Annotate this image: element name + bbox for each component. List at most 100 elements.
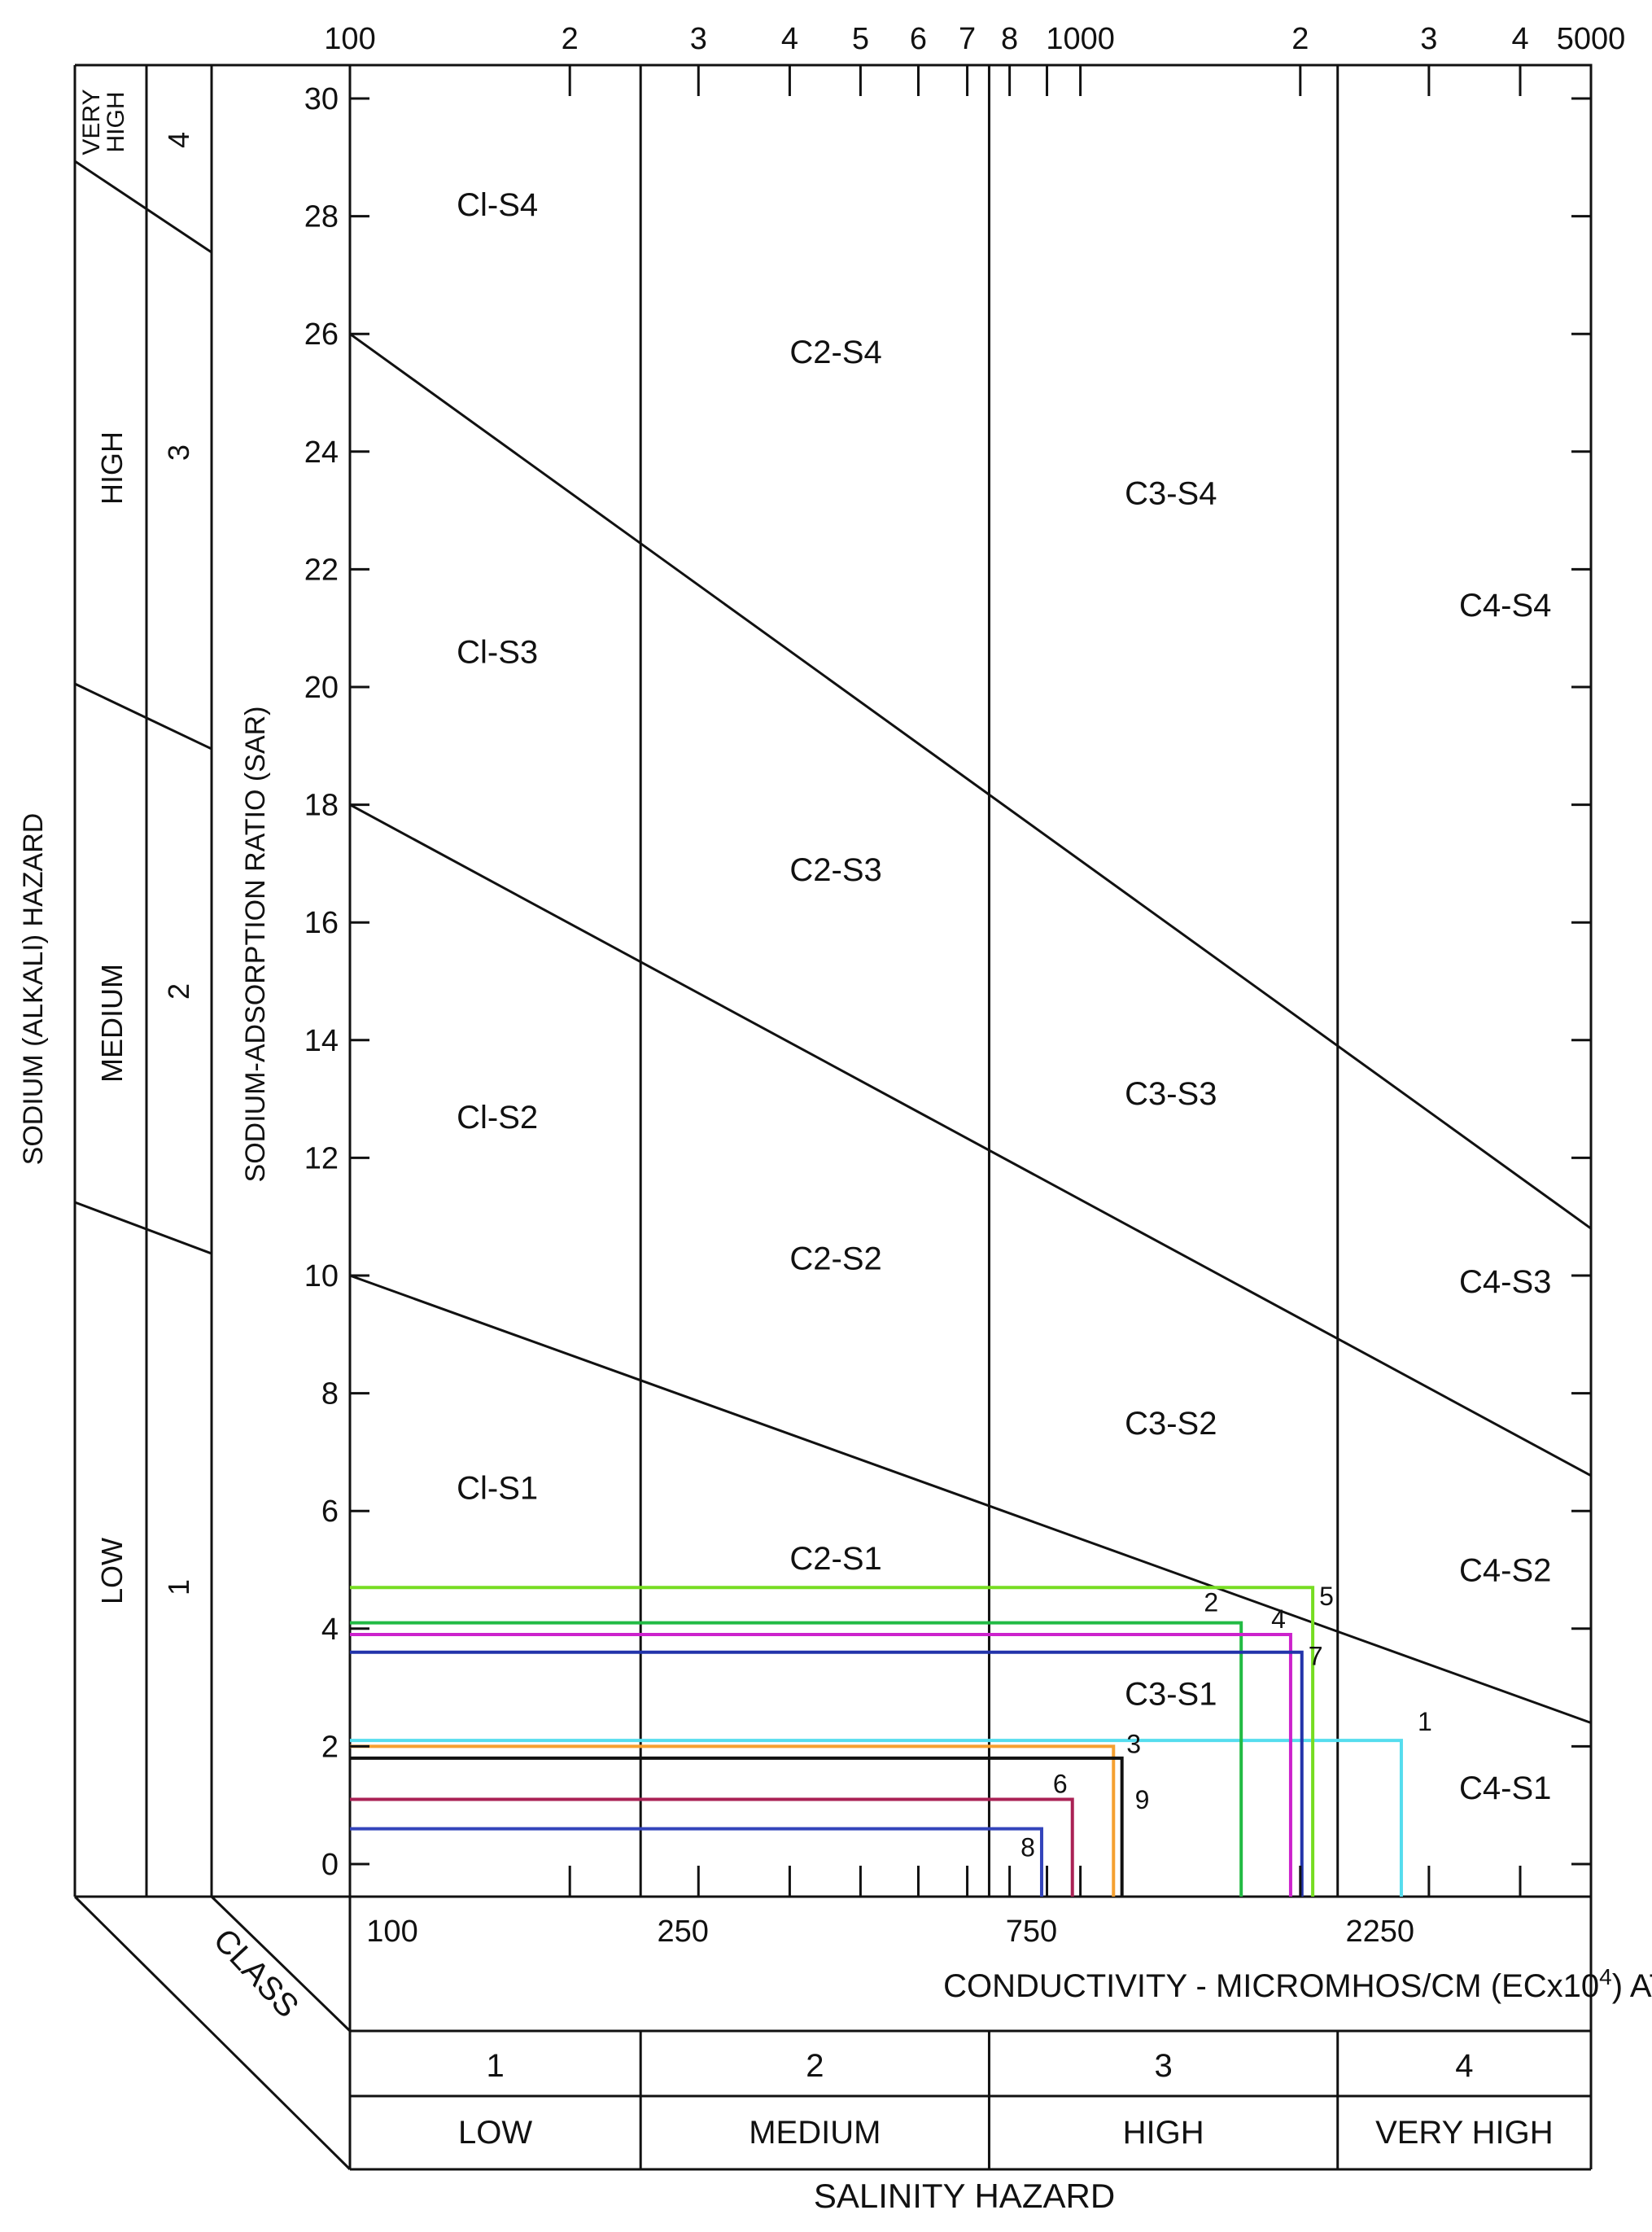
- region-label: C3-S1: [1125, 1676, 1217, 1712]
- top-tick-label: 2: [562, 22, 579, 56]
- top-tick-label: 3: [1420, 22, 1437, 56]
- sample-5: [350, 1586, 1315, 1897]
- y-tick-label: 8: [321, 1377, 339, 1411]
- sodium-class-number: 4: [162, 132, 195, 148]
- y-tick-label: 26: [304, 317, 339, 352]
- region-label: C4-S3: [1459, 1264, 1551, 1300]
- region-label: C3-S3: [1125, 1076, 1217, 1112]
- sample-label: 7: [1309, 1642, 1323, 1671]
- sample-label: 9: [1135, 1785, 1150, 1814]
- sodium-class-name: LOW: [95, 1538, 129, 1604]
- region-label: C2-S1: [789, 1541, 881, 1577]
- sample-line: [350, 1797, 1074, 1897]
- sample-label: 5: [1319, 1582, 1334, 1611]
- sodium-class-boundary: [74, 682, 212, 751]
- y-tick-label: 20: [304, 671, 339, 705]
- y-tick-label: 10: [304, 1259, 339, 1293]
- sample-label: 2: [1204, 1588, 1218, 1617]
- top-tick-label: 4: [1511, 22, 1528, 56]
- top-tick-label: 6: [910, 22, 927, 56]
- sodium-class-number: 2: [162, 983, 195, 1000]
- sample-line: [350, 1756, 1124, 1897]
- region-label: C3-S2: [1125, 1406, 1217, 1442]
- salinity-class-name: VERY HIGH: [1375, 2115, 1554, 2151]
- sample-label: 6: [1053, 1769, 1068, 1798]
- y-tick-label: 6: [321, 1495, 339, 1529]
- plot-area-border: [348, 63, 1593, 1898]
- sample-7: [350, 1650, 1304, 1897]
- region-label: C2-S3: [789, 852, 881, 888]
- sodium-hazard-line: [349, 1274, 1592, 1724]
- bottom-tick-label: 100: [366, 1915, 417, 1949]
- region-label: C4-S1: [1459, 1770, 1551, 1806]
- sample-line: [350, 1621, 1243, 1897]
- sample-line: [350, 1827, 1043, 1897]
- sample-line: [350, 1586, 1315, 1897]
- salinity-hazard-title: SALINITY HAZARD: [814, 2177, 1115, 2215]
- sample-label: 1: [1418, 1707, 1432, 1736]
- y-tick-label: 16: [304, 906, 339, 940]
- sample-3: [350, 1744, 1116, 1897]
- salinity-class-name: HIGH: [1123, 2115, 1204, 2151]
- left-axis-label: SODIUM (ALKALI) HAZARD: [18, 813, 49, 1166]
- top-tick-label: 3: [690, 22, 707, 56]
- y-axis-label: SODIUM-ADSORPTION RATIO (SAR): [240, 707, 271, 1183]
- sodium-class-boundary: [74, 1201, 212, 1255]
- x-axis-label: CONDUCTIVITY - MICROMHOS/CM (ECx104) AT …: [943, 1964, 1652, 2005]
- region-label: C2-S4: [789, 335, 881, 370]
- sample-line: [350, 1633, 1292, 1897]
- sample-1: [350, 1739, 1403, 1897]
- sample-line: [350, 1650, 1304, 1897]
- sodium-class-boundary: [74, 160, 212, 254]
- sodium-class-number: 1: [162, 1579, 195, 1595]
- region-label: Cl-S4: [457, 187, 538, 223]
- y-tick-label: 18: [304, 789, 339, 823]
- sample-8: [350, 1827, 1043, 1897]
- bottom-tick-label: 750: [1006, 1915, 1057, 1949]
- region-label: C2-S2: [789, 1241, 881, 1276]
- region-label: C4-S2: [1459, 1553, 1551, 1589]
- top-tick-label: 8: [1001, 22, 1018, 56]
- y-tick-label: 30: [304, 82, 339, 116]
- salinity-class-name: MEDIUM: [749, 2115, 881, 2151]
- region-label: C3-S4: [1125, 475, 1217, 511]
- bottom-tick-label: 250: [657, 1915, 708, 1949]
- sample-4: [350, 1633, 1292, 1897]
- salinity-class-number: 4: [1455, 2048, 1473, 2084]
- sodium-hazard-line: [349, 803, 1592, 1477]
- sodium-hazard-line: [349, 332, 1592, 1230]
- y-tick-label: 24: [304, 435, 339, 470]
- sample-6: [350, 1797, 1074, 1897]
- y-tick-label: 28: [304, 200, 339, 234]
- sodium-class-name: MEDIUM: [95, 964, 129, 1083]
- sample-series: [350, 1586, 1403, 1897]
- top-tick-label: 5000: [1557, 22, 1626, 56]
- chart-frame: [73, 63, 1593, 2171]
- y-tick-label: 0: [321, 1848, 339, 1882]
- x-axis-label-sup: 4: [1599, 1964, 1612, 1989]
- bottom-tick-label: 2250: [1345, 1915, 1414, 1949]
- class-diagonal: [73, 1895, 352, 2171]
- region-label: C4-S4: [1459, 588, 1551, 624]
- top-tick-label: 2: [1291, 22, 1309, 56]
- top-tick-label: 7: [959, 22, 976, 56]
- sample-9: [350, 1756, 1124, 1897]
- hazard-lines: [349, 332, 1592, 1724]
- salinity-class-name: LOW: [458, 2115, 532, 2151]
- top-tick-label: 100: [324, 22, 375, 56]
- sample-label: 3: [1126, 1729, 1141, 1758]
- sodium-class-name: HIGH: [95, 431, 129, 505]
- sample-label: 4: [1271, 1604, 1286, 1634]
- sample-line: [350, 1744, 1116, 1897]
- top-tick-label: 4: [781, 22, 798, 56]
- region-label: Cl-S3: [457, 635, 538, 671]
- y-tick-label: 14: [304, 1024, 339, 1058]
- sample-line: [350, 1739, 1403, 1897]
- y-tick-label: 2: [321, 1730, 339, 1764]
- sodium-class-number: 3: [162, 444, 195, 461]
- class-diagonal: [210, 1895, 352, 2033]
- y-tick-label: 22: [304, 553, 339, 587]
- salinity-class-number: 2: [806, 2048, 824, 2084]
